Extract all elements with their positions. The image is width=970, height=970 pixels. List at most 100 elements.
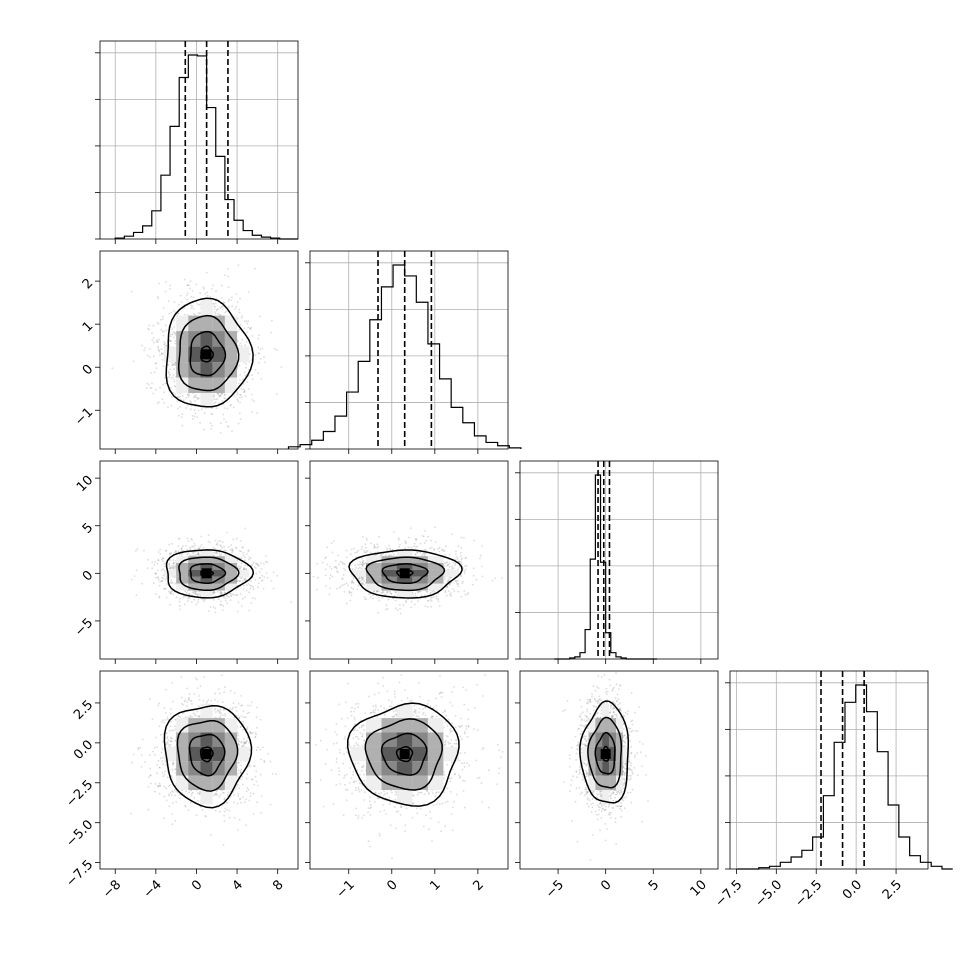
scatter-point xyxy=(192,552,195,555)
scatter-point xyxy=(170,582,173,584)
scatter-point xyxy=(221,591,223,594)
scatter-point xyxy=(219,714,222,717)
scatter-point xyxy=(238,565,241,568)
scatter-point xyxy=(168,805,171,808)
scatter-point xyxy=(253,566,256,568)
scatter-point xyxy=(450,592,452,594)
scatter-point xyxy=(257,564,259,567)
density-cell xyxy=(200,362,213,378)
scatter-point xyxy=(261,347,264,350)
scatter-point xyxy=(178,605,181,607)
scatter-point xyxy=(232,549,234,552)
scatter-point xyxy=(265,555,267,557)
scatter-point xyxy=(326,563,329,566)
scatter-point xyxy=(217,598,220,601)
scatter-point xyxy=(364,551,367,554)
scatter-point xyxy=(272,571,275,574)
scatter-point xyxy=(194,396,197,399)
scatter-point xyxy=(244,344,247,347)
scatter-point xyxy=(244,559,246,562)
scatter-point xyxy=(215,309,218,312)
scatter-point xyxy=(158,338,160,341)
scatter-point xyxy=(265,560,267,563)
density-cell xyxy=(366,556,382,564)
scatter-point xyxy=(243,716,245,719)
scatter-point xyxy=(172,376,174,379)
scatter-point xyxy=(451,533,454,536)
scatter-point xyxy=(446,585,449,588)
scatter-point xyxy=(264,361,266,364)
scatter-point xyxy=(220,603,223,606)
scatter-point xyxy=(465,556,467,559)
density-cell xyxy=(176,583,189,591)
scatter-point xyxy=(193,415,196,418)
scatter-point xyxy=(157,578,160,581)
scatter-point xyxy=(215,551,218,554)
density-cell xyxy=(224,563,238,570)
scatter-point xyxy=(162,557,165,560)
scatter-point xyxy=(209,606,212,608)
scatter-point xyxy=(421,553,424,556)
scatter-point xyxy=(455,556,458,558)
scatter-point xyxy=(197,552,200,555)
scatter-point xyxy=(157,323,160,325)
scatter-point xyxy=(226,531,229,534)
scatter-point xyxy=(190,537,193,540)
scatter-point xyxy=(257,372,260,374)
scatter-point xyxy=(243,584,245,587)
scatter-point xyxy=(399,612,402,615)
scatter-point xyxy=(226,407,229,410)
scatter-point xyxy=(447,580,449,583)
scatter-point xyxy=(246,322,249,325)
scatter-point xyxy=(245,824,248,826)
scatter-point xyxy=(454,579,457,582)
scatter-point xyxy=(414,592,417,595)
scatter-point xyxy=(391,548,394,551)
scatter-point xyxy=(364,598,366,601)
scatter-point xyxy=(273,347,276,350)
scatter-point xyxy=(161,352,163,355)
scatter-point xyxy=(169,713,172,715)
scatter-point xyxy=(460,575,463,578)
scatter-point xyxy=(427,600,430,602)
scatter-point xyxy=(178,600,181,603)
scatter-point xyxy=(169,567,172,569)
scatter-point xyxy=(258,334,260,336)
scatter-point xyxy=(429,598,432,601)
scatter-point xyxy=(464,565,467,567)
scatter-point xyxy=(251,563,254,566)
scatter-point xyxy=(215,407,218,410)
scatter-point xyxy=(243,567,246,570)
scatter-point xyxy=(190,401,192,403)
scatter-point xyxy=(451,565,454,567)
scatter-point xyxy=(215,398,218,401)
scatter-point xyxy=(157,321,159,324)
scatter-point xyxy=(158,702,161,705)
scatter-point xyxy=(176,400,179,403)
scatter-point xyxy=(154,783,157,785)
scatter-point xyxy=(147,558,150,561)
density-cell xyxy=(427,563,444,570)
scatter-point xyxy=(239,771,242,774)
scatter-point xyxy=(430,546,433,549)
scatter-point xyxy=(174,565,177,568)
scatter-point xyxy=(213,402,216,404)
scatter-point xyxy=(251,378,254,381)
scatter-point xyxy=(405,542,407,544)
scatter-point xyxy=(356,551,358,553)
scatter-point xyxy=(370,542,373,545)
scatter-point xyxy=(219,548,222,551)
scatter-point xyxy=(169,736,172,739)
scatter-point xyxy=(254,567,257,569)
scatter-point xyxy=(472,574,475,577)
scatter-point xyxy=(189,548,192,551)
scatter-point xyxy=(196,416,199,418)
scatter-point xyxy=(455,581,458,584)
scatter-point xyxy=(352,577,355,579)
scatter-point xyxy=(192,313,195,315)
scatter-point xyxy=(141,582,144,585)
scatter-point xyxy=(163,562,166,565)
scatter-point xyxy=(212,546,215,549)
scatter-point xyxy=(168,563,171,566)
